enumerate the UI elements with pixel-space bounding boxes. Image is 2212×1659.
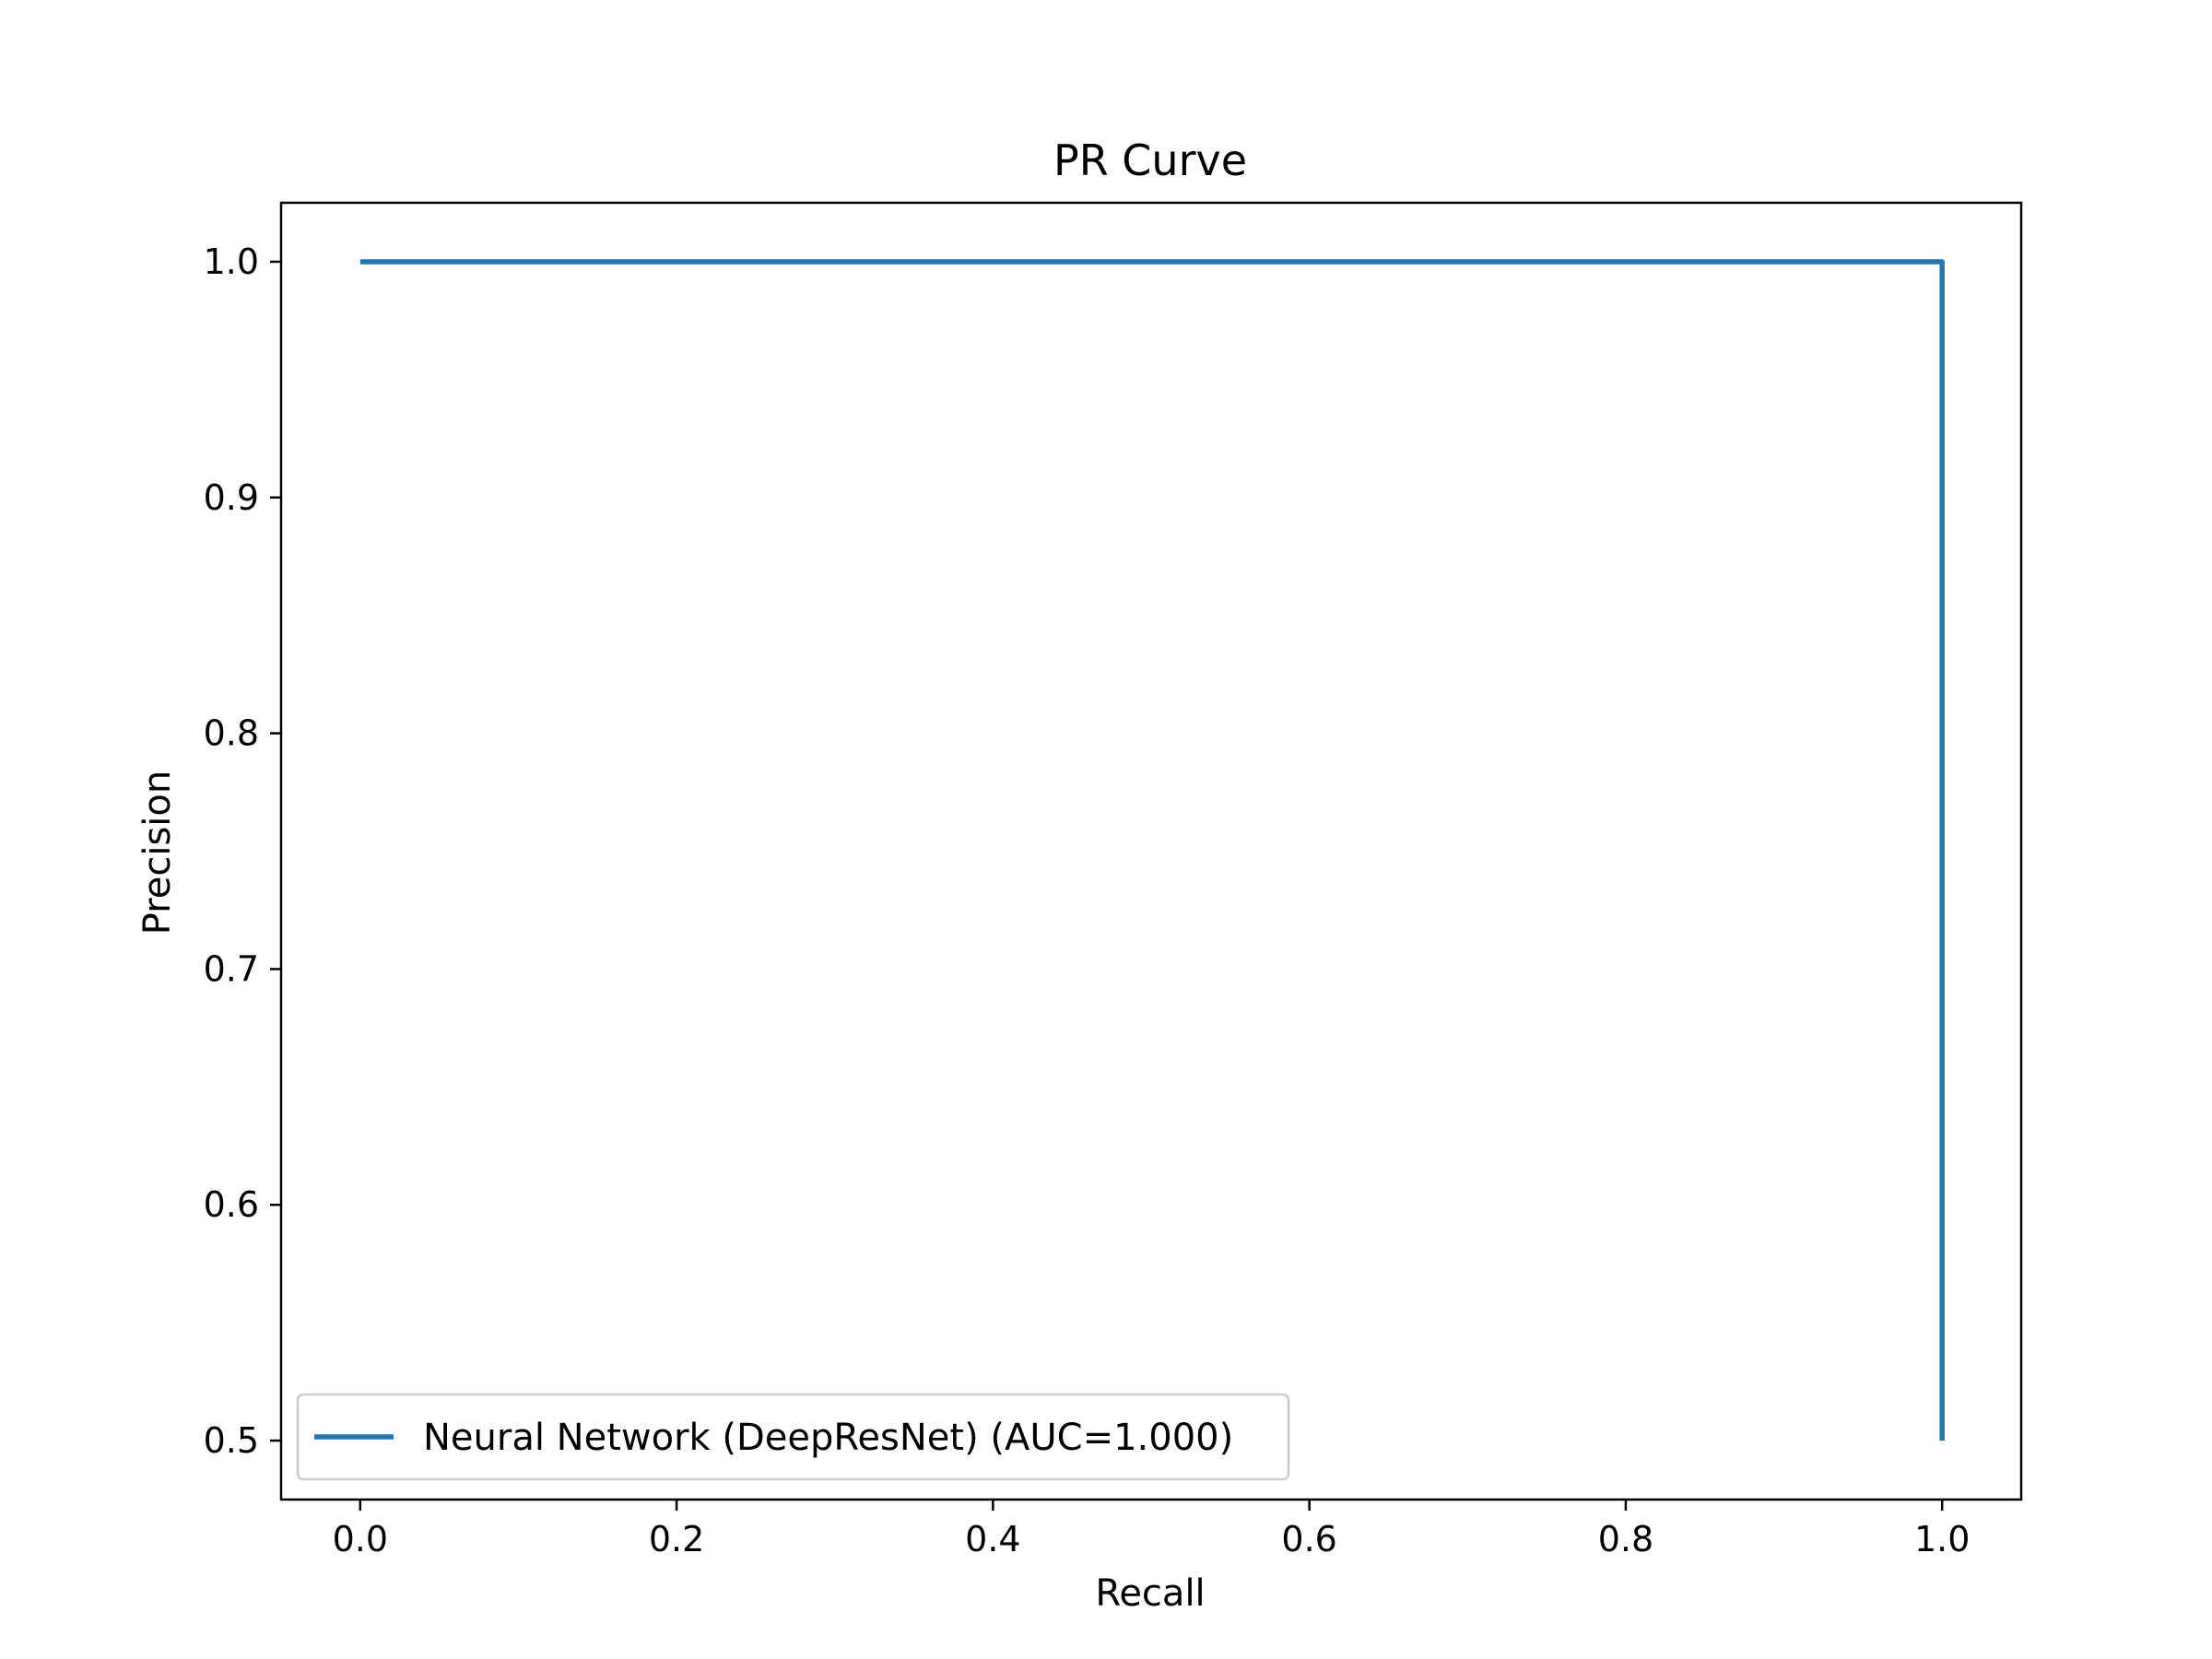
y-axis-label: Precision xyxy=(136,771,179,935)
x-axis-ticks: 0.0 0.2 0.4 0.6 0.8 1.0 xyxy=(333,1500,1970,1559)
x-tick-label: 0.8 xyxy=(1598,1519,1653,1559)
x-axis-label: Recall xyxy=(1095,1572,1205,1615)
chart-title: PR Curve xyxy=(1053,135,1247,185)
x-tick-label: 0.2 xyxy=(649,1519,704,1559)
x-tick-label: 0.6 xyxy=(1281,1519,1336,1559)
x-tick-label: 0.4 xyxy=(965,1519,1020,1559)
legend-box xyxy=(296,1393,1290,1481)
y-tick-label: 0.9 xyxy=(204,477,259,518)
y-tick-label: 0.8 xyxy=(204,713,259,754)
x-tick-label: 0.0 xyxy=(333,1519,388,1559)
plot-area xyxy=(279,201,2023,1501)
y-axis-ticks: 0.5 0.6 0.7 0.8 0.9 1.0 xyxy=(204,241,281,1461)
y-tick-label: 0.5 xyxy=(204,1420,259,1461)
legend: Neural Network (DeepResNet) (AUC=1.000) xyxy=(296,1393,1290,1481)
y-tick-label: 0.7 xyxy=(204,948,259,989)
series-line-1 xyxy=(359,259,1945,1441)
y-tick-label: 0.6 xyxy=(204,1184,259,1225)
legend-label: Neural Network (DeepResNet) (AUC=1.000) xyxy=(423,1417,1233,1459)
x-tick-label: 1.0 xyxy=(1914,1519,1970,1559)
plot-frame xyxy=(279,201,2023,1501)
y-tick-label: 1.0 xyxy=(204,241,259,282)
